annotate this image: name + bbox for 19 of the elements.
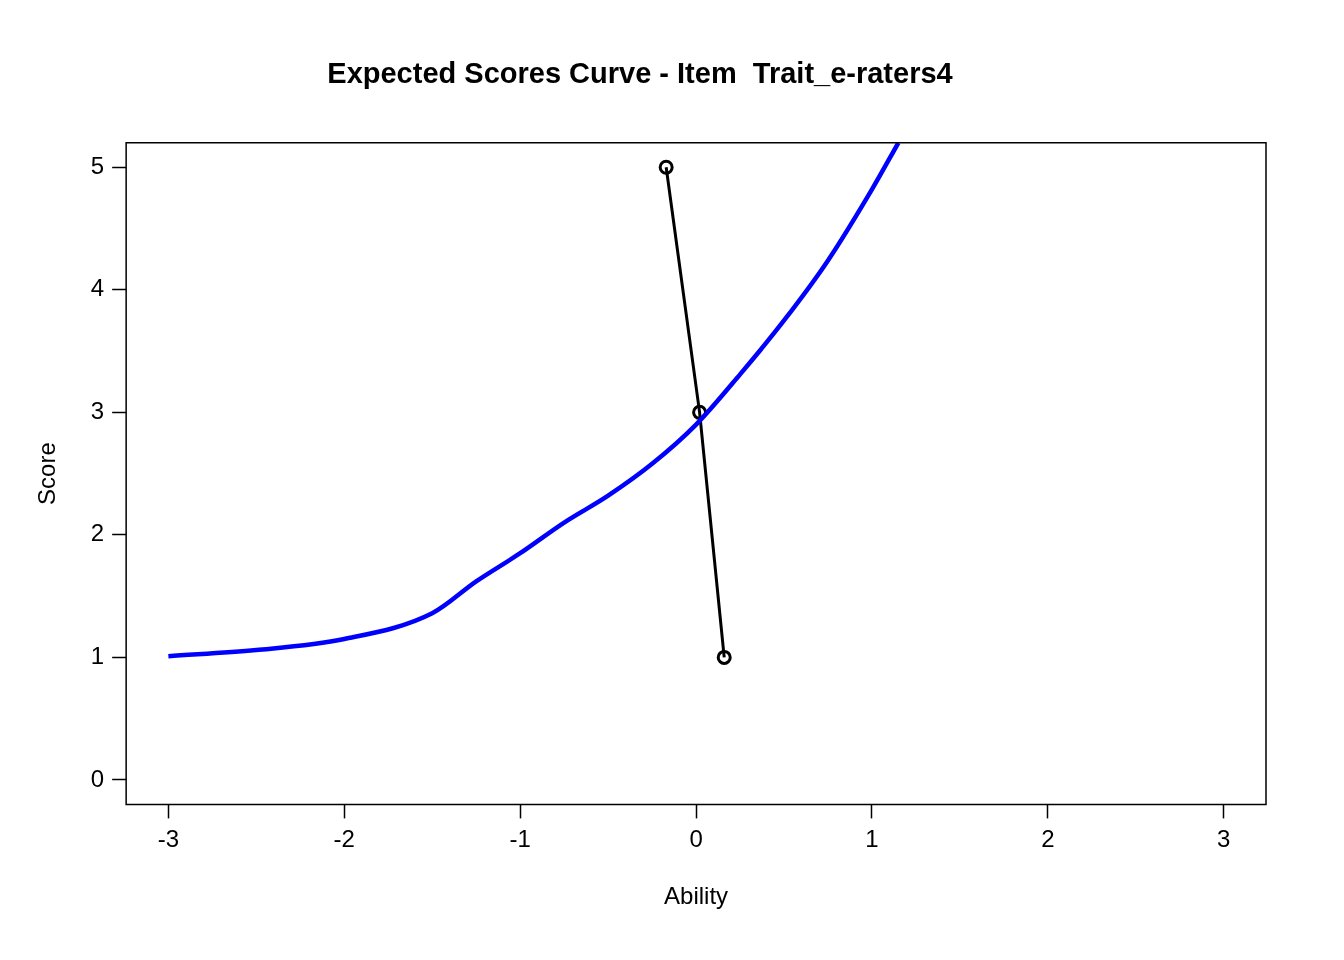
y-tick-label: 2 xyxy=(90,519,105,547)
chart-title: Expected Scores Curve - Item Trait_e-raters4 xyxy=(327,57,953,90)
point xyxy=(716,649,732,665)
x-axis-title: Ability xyxy=(664,882,729,910)
line-series xyxy=(166,142,901,659)
y-tick-label: 5 xyxy=(90,151,105,179)
y-tick-label: 3 xyxy=(90,396,105,424)
x-tick-label: -3 xyxy=(157,825,180,853)
x-tick-label: 0 xyxy=(689,825,703,853)
y-axis-title: Score xyxy=(33,442,61,505)
x-tick-label: 1 xyxy=(865,825,879,853)
y-tick-label: 1 xyxy=(90,642,105,669)
point xyxy=(658,159,674,175)
x-tick-label: -2 xyxy=(333,825,355,853)
x-tick-label: 2 xyxy=(1041,825,1055,853)
x-tick-label: -1 xyxy=(509,825,531,853)
y-tick-label: 4 xyxy=(90,274,105,302)
y-tick-label: 0 xyxy=(90,764,105,792)
x-tick-label: 3 xyxy=(1217,825,1231,853)
